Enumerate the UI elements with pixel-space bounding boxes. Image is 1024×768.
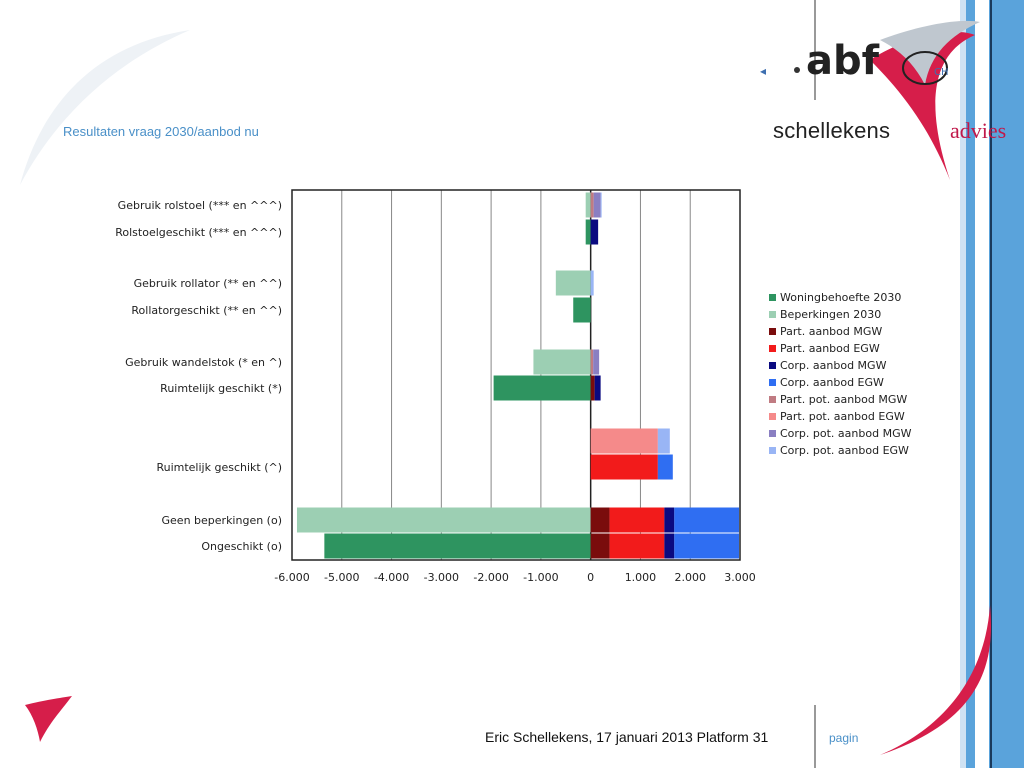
bar-segment <box>609 507 665 533</box>
bar-segment <box>555 270 591 296</box>
svg-text:◂: ◂ <box>760 64 766 78</box>
x-tick-label: 0 <box>587 571 594 584</box>
x-tick-labels: -6.000 -5.000 -4.000 -3.000 -2.000 -1.000 0 1.0… <box>274 571 755 584</box>
footer-logo-icon <box>25 696 72 742</box>
legend-label: Woningbehoefte 2030 <box>780 291 901 304</box>
bar-segment <box>664 533 675 559</box>
edge-bar <box>975 0 989 768</box>
legend-swatch <box>769 345 776 352</box>
x-tick-label: 1.000 <box>625 571 657 584</box>
bar-segment <box>590 270 594 296</box>
category-label: Rollatorgeschikt (** en ^^) <box>131 304 282 317</box>
logo-ring <box>902 51 948 85</box>
footer-page-label: pagin <box>829 731 859 745</box>
legend-label: Part. aanbod MGW <box>780 325 882 338</box>
legend-swatch <box>769 413 776 420</box>
swoosh-decoration <box>20 30 190 185</box>
legend-swatch <box>769 328 776 335</box>
bar-segment <box>533 349 591 375</box>
bar-segment <box>593 192 601 218</box>
bar-segment <box>609 533 665 559</box>
legend-label: Part. pot. aanbod MGW <box>780 393 907 406</box>
x-tick-label: -2.000 <box>473 571 508 584</box>
bar-segment <box>600 192 602 218</box>
footer-swoosh-right <box>880 605 992 755</box>
category-label: Gebruik rollator (** en ^^) <box>134 277 282 290</box>
logo-brand-right: advies <box>950 118 1007 143</box>
footer-author: Eric Schellekens, 17 januari 2013 Platfo… <box>485 729 769 745</box>
category-label: Gebruik wandelstok (* en ^) <box>125 356 282 369</box>
bar-segment <box>296 507 591 533</box>
bar-segment <box>585 219 591 245</box>
bar-segment <box>573 297 591 323</box>
bar-segment <box>590 349 594 375</box>
bar-segment <box>493 375 591 401</box>
bar-segment <box>657 428 670 454</box>
legend-label: Corp. pot. aanbod EGW <box>780 444 909 457</box>
bar-segment <box>324 533 591 559</box>
legend-label: Part. aanbod EGW <box>780 342 880 355</box>
bar-segment <box>590 428 658 454</box>
bar-segment <box>590 533 610 559</box>
x-tick-label: -4.000 <box>374 571 409 584</box>
legend-swatch <box>769 396 776 403</box>
legend-label: Corp. aanbod EGW <box>780 376 884 389</box>
category-label: Ongeschikt (o) <box>201 540 282 553</box>
plot-frame <box>291 189 741 561</box>
legend-label: Beperkingen 2030 <box>780 308 881 321</box>
slide-title: Resultaten vraag 2030/aanbod nu <box>63 124 259 139</box>
x-tick-label: -3.000 <box>424 571 459 584</box>
x-tick-label: -5.000 <box>324 571 359 584</box>
legend-swatch <box>769 362 776 369</box>
legend-swatch <box>769 294 776 301</box>
category-label: Ruimtelijk geschikt (^) <box>156 461 282 474</box>
category-label: Ruimtelijk geschikt (*) <box>160 382 282 395</box>
chart-legend: Woningbehoefte 2030 Beperkingen 2030 Part.… <box>769 291 912 457</box>
legend-swatch <box>769 311 776 318</box>
bar-segment <box>674 507 740 533</box>
legend-label: Part. pot. aanbod EGW <box>780 410 905 423</box>
category-labels: Gebruik rolstoel (*** en ^^^) Rolstoelges… <box>115 199 282 553</box>
x-tick-label: -1.000 <box>523 571 558 584</box>
chart-grid <box>291 190 741 560</box>
bar-segment <box>674 533 740 559</box>
bar-segment <box>590 454 658 480</box>
bar-segment <box>590 192 594 218</box>
bar-segment <box>594 375 601 401</box>
logo-brand-left: schellekens <box>773 118 891 143</box>
legend-swatch <box>769 430 776 437</box>
bar-segment <box>593 349 600 375</box>
logo-swoosh-red <box>870 31 975 181</box>
legend-label: Corp. pot. aanbod MGW <box>780 427 912 440</box>
category-label: Rolstoelgeschikt (*** en ^^^) <box>115 226 282 239</box>
legend-label: Corp. aanbod MGW <box>780 359 887 372</box>
bar-segment <box>590 507 610 533</box>
bar-segment <box>657 454 673 480</box>
bar-segment <box>590 375 595 401</box>
abf-logo-suffix: CH <box>934 67 949 78</box>
bar-segment <box>585 192 591 218</box>
abf-logo: abf <box>806 38 880 84</box>
chart-bars <box>296 192 740 559</box>
x-tick-label: 2.000 <box>674 571 706 584</box>
bar-segment <box>664 507 675 533</box>
bar-segment <box>590 219 599 245</box>
x-tick-label: -6.000 <box>274 571 309 584</box>
legend-swatch <box>769 447 776 454</box>
category-label: Geen beperkingen (o) <box>162 514 282 527</box>
legend-swatch <box>769 379 776 386</box>
x-tick-label: 3.000 <box>724 571 756 584</box>
category-label: Gebruik rolstoel (*** en ^^^) <box>118 199 282 212</box>
